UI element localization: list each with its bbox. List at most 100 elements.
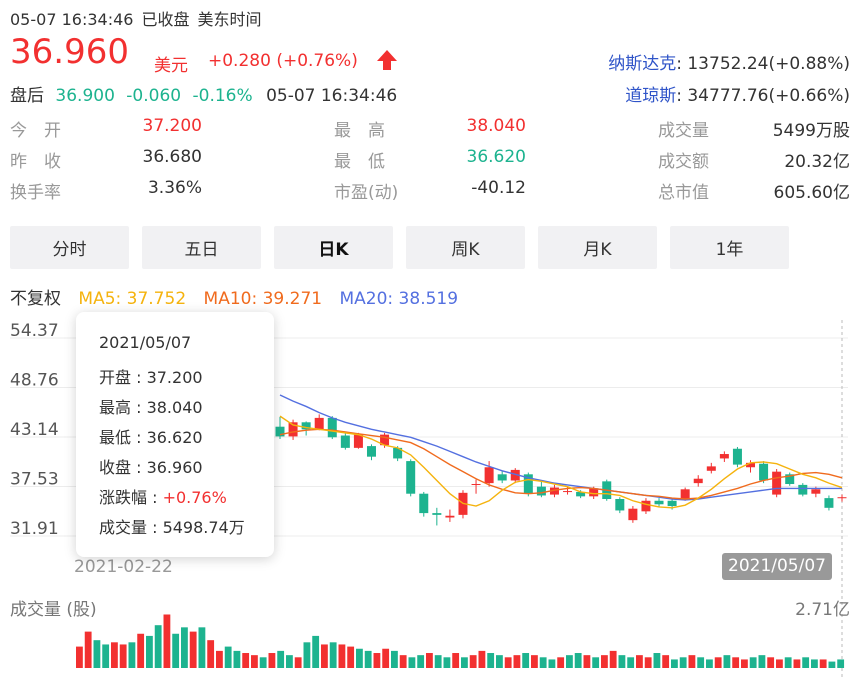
index-value: : 34777.76(+0.66%) [676,86,850,106]
volume-bar [601,655,608,668]
volume-bar [146,635,153,668]
tab-monthly-k[interactable]: 月K [538,226,657,269]
candle-body [340,435,350,448]
candle-body [811,489,821,494]
stat-value: 5499万股 [772,121,850,141]
candle-body [523,474,533,494]
volume-bar [487,653,495,668]
volume-bar [364,650,372,668]
volume-bar [207,640,215,668]
volume-bar [216,650,223,668]
tooltip-date: 2021/05/07 [99,333,192,352]
volume-bar [697,657,705,668]
tab-minute[interactable]: 分时 [10,226,129,269]
price-change: +0.280 (+0.76%) [208,51,358,71]
index-dowjones[interactable]: 道琼斯: 34777.76(+0.66%) [625,81,850,106]
volume-bar [268,653,276,668]
volume-bar [137,633,145,668]
volume-bar [776,659,783,668]
candle-body [654,500,664,505]
volume-bar [758,655,766,668]
volume-bar [828,661,836,668]
index-name[interactable]: 纳斯达克 [608,54,677,74]
volume-bar [566,655,573,668]
tab-daily-k[interactable]: 日K [274,226,393,269]
after-hours-price: 36.900 [55,86,115,106]
volume-bar [671,659,678,668]
volume-bar [84,631,92,668]
tab-one-year[interactable]: 1年 [670,226,789,269]
volume-bar [802,657,810,668]
volume-bar [583,655,591,668]
volume-bar [154,625,162,668]
stat-label: 换手率 [10,183,61,203]
after-hours-time: 05-07 16:34:46 [266,86,398,106]
stat-label: 总市值 [658,183,709,203]
volume-bar [644,657,652,668]
stat-value: 37.200 [142,116,202,136]
volume-bar [811,659,818,668]
tooltip-low: 最低 : 36.620 [99,428,203,447]
volume-bar [504,657,512,668]
volume-bar [251,655,258,668]
price-unit: 美元 [154,56,188,76]
volume-bar [452,653,460,668]
y-axis-labels: 54.37 48.76 43.14 37.53 31.91 [10,321,59,539]
volume-bar [321,644,328,668]
tab-weekly-k[interactable]: 周K [406,226,525,269]
candle-body [641,500,651,512]
volume-bar [741,659,748,668]
volume-bar [636,655,643,668]
ma10-label: MA10: 39.271 [203,289,323,309]
volume-bar [557,657,565,668]
volume-bar [732,657,740,668]
candle-body [353,434,363,448]
volume-bar [189,631,197,668]
volume-bar [653,653,661,668]
volume-bar [329,642,337,668]
tooltip-change-label: 涨跌幅 : [99,488,163,507]
volume-bar [338,644,346,668]
candle-body [445,515,455,518]
arrow-up-icon [377,50,397,70]
volume-label: 成交量 (股) [10,600,97,620]
volume-bar [548,659,556,668]
candle-body [706,466,716,471]
volume-bar [522,653,530,668]
candle-body [380,434,390,446]
index-value: : 13752.24(+0.88%) [676,54,850,74]
tab-five-day[interactable]: 五日 [142,226,261,269]
y-tick-label: 31.91 [10,519,59,539]
volume-bar [181,627,188,668]
candle-body [576,491,586,497]
stat-value: 38.040 [466,116,526,136]
volume-bar [76,646,83,668]
tooltip-high: 最高 : 38.040 [99,398,203,417]
after-hours-change: -0.060 [126,86,182,106]
candle-body [419,493,429,514]
tooltip-change-value: +0.76% [162,488,227,507]
volume-bar [749,657,757,668]
stat-value: 605.60亿 [773,183,850,203]
adjust-selector[interactable]: 不复权 [10,289,61,309]
volume-bar [119,644,127,668]
index-nasdaq[interactable]: 纳斯达克: 13752.24(+0.88%) [608,49,850,74]
volume-bar [312,635,320,668]
volume-bar [723,655,731,668]
volume-bar [706,659,713,668]
timezone: 美东时间 [197,10,262,29]
index-name[interactable]: 道琼斯 [625,86,677,106]
candle-body [536,486,546,496]
stat-value: -40.12 [471,178,526,198]
volume-bar [259,657,267,668]
y-tick-label: 54.37 [10,321,59,341]
tooltip-open: 开盘 : 37.200 [99,368,203,387]
volume-bar [461,657,468,668]
candle-body [432,513,442,515]
volume-bar [391,650,398,668]
candle-body [510,469,520,481]
volume-bar [513,655,521,668]
volume-bar [128,642,136,668]
candle-body [589,488,599,497]
volume-bar [837,659,845,668]
